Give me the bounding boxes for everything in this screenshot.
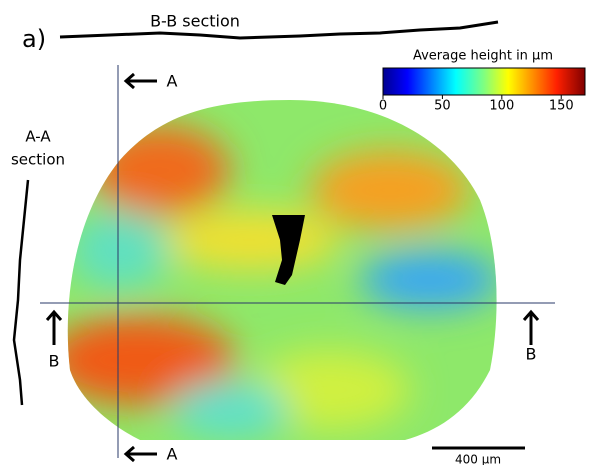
colorbar-tick-label: 0 [379,99,387,114]
arrows [45,72,540,463]
colorbar-tick-label: 150 [549,99,574,114]
marker-a: A [167,445,178,464]
panel-label: a) [22,25,46,53]
marker-b: B [526,345,537,364]
colorbar-label: Average height in µm [413,49,553,64]
colorbar-tick-label: 100 [489,99,514,114]
scale-bar-label: 400 µm [455,453,501,466]
bb-profile [59,20,499,40]
bb-section-label: B-B section [150,12,240,31]
aa-section-label: section [11,151,65,169]
marker-b: B [49,352,60,371]
colorbar [382,67,586,96]
marker-a: A [167,72,178,91]
colorbar-tick-label: 50 [434,99,451,114]
height-map [67,100,497,440]
aa-profile [12,179,30,406]
aa-section-label: A-A [25,128,51,146]
